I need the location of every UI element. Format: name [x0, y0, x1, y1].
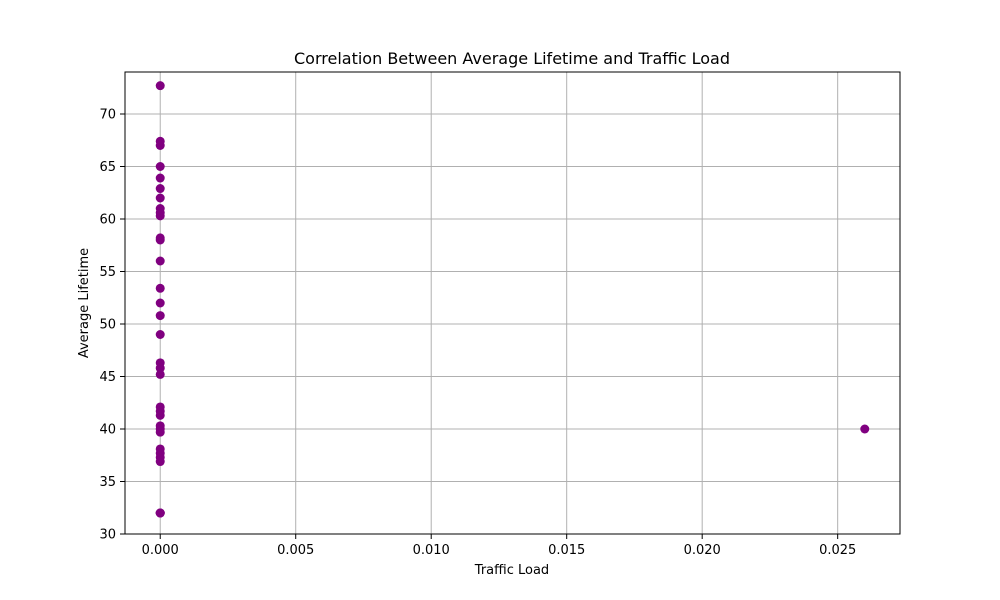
x-tick-label: 0.025 [819, 543, 856, 558]
x-tick-label: 0.020 [684, 543, 721, 558]
data-point [155, 162, 165, 171]
data-point [155, 184, 165, 194]
data-point [860, 424, 870, 434]
data-point [155, 235, 165, 245]
data-point [155, 298, 165, 308]
y-tick-label: 40 [99, 423, 116, 438]
data-point [155, 141, 165, 150]
data-point [155, 410, 165, 420]
data-point [155, 193, 165, 203]
x-tick-label: 0.005 [277, 543, 314, 558]
x-tick-label: 0.000 [142, 543, 179, 558]
data-point [155, 311, 165, 321]
x-tick-label: 0.010 [413, 543, 450, 558]
y-tick-label: 60 [99, 213, 116, 228]
y-tick-label: 55 [99, 265, 116, 280]
data-point [155, 256, 165, 266]
data-point [155, 81, 165, 91]
data-point [155, 330, 165, 339]
points-layer [155, 81, 870, 518]
data-point [155, 363, 165, 373]
chart-title: Correlation Between Average Lifetime and… [294, 49, 730, 68]
ticks-layer: 0.000 0.005 0.010 0.015 0.020 0.025 30 35 40 45 50… [99, 108, 856, 559]
plot-area-frame [124, 71, 901, 535]
data-point [155, 508, 165, 518]
data-point [155, 369, 165, 379]
grid-layer [125, 72, 900, 535]
data-point [155, 211, 165, 221]
y-tick-label: 50 [99, 318, 116, 333]
data-point [155, 283, 165, 293]
data-point [155, 457, 165, 467]
y-tick-label: 45 [99, 370, 116, 385]
y-tick-label: 35 [99, 475, 116, 490]
y-tick-label: 30 [99, 528, 116, 543]
y-tick-label: 65 [99, 160, 116, 175]
y-tick-label: 70 [99, 108, 116, 123]
data-point [155, 173, 165, 183]
data-point [155, 427, 165, 437]
x-tick-label: 0.015 [548, 543, 585, 558]
y-axis-title: Average Lifetime [77, 248, 92, 358]
x-axis-title: Traffic Load [474, 563, 549, 578]
